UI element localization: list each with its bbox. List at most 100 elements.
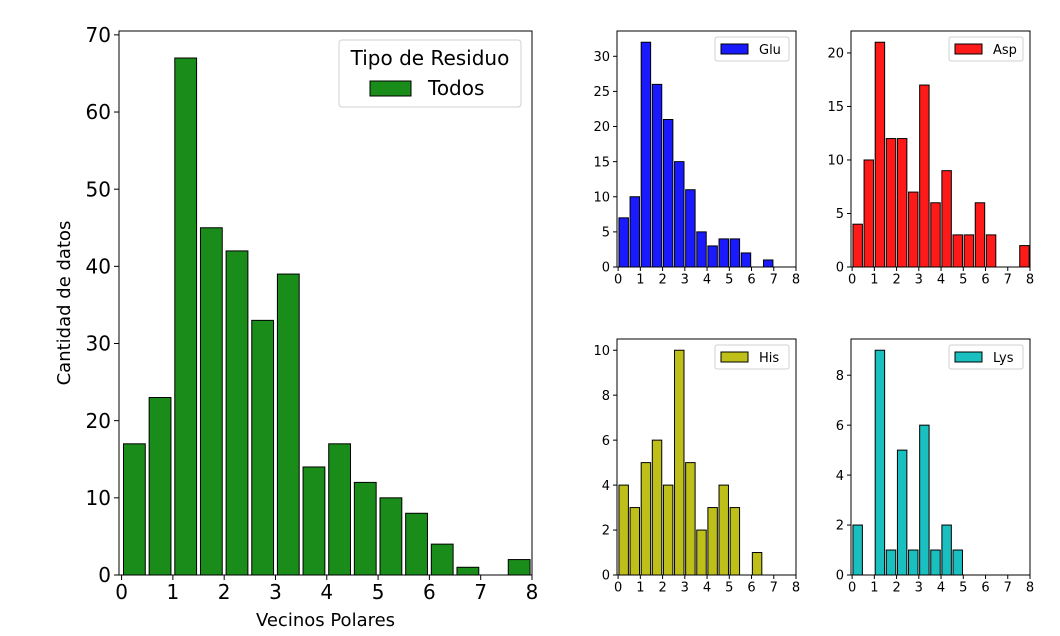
- x-tick-label-main-0: 0: [115, 580, 128, 604]
- y-tick-label-lys-1: 2: [836, 519, 844, 534]
- y-tick-label-glu-4: 20: [593, 120, 610, 135]
- x-tick-label-his-6: 6: [747, 580, 755, 595]
- bar-lys-9: [952, 549, 963, 576]
- bar-glu-9: [718, 238, 729, 268]
- y-tick-label-glu-6: 30: [593, 50, 610, 65]
- y-tick-label-lys-3: 6: [836, 419, 844, 434]
- x-tick-label-glu-0: 0: [614, 272, 622, 287]
- legend-swatch-main: [369, 80, 412, 97]
- bar-asp-1: [863, 159, 875, 268]
- y-tick-label-main-6: 60: [86, 100, 111, 124]
- bar-main-7: [302, 466, 326, 576]
- x-tick-label-his-1: 1: [636, 580, 644, 595]
- bar-lys-6: [919, 424, 930, 576]
- legend-box-his: [714, 344, 790, 370]
- bar-asp-10: [963, 234, 975, 268]
- bar-glu-5: [674, 161, 685, 268]
- axes-frame-lys: [850, 338, 1031, 576]
- bar-glu-0: [618, 217, 629, 268]
- legend-label-main: Todos: [427, 76, 484, 100]
- bar-main-9: [353, 481, 377, 576]
- y-tick-label-main-3: 30: [86, 332, 111, 356]
- x-tick-label-glu-7: 7: [770, 272, 778, 287]
- x-tick-label-lys-8: 8: [1026, 580, 1034, 595]
- x-tick-label-glu-3: 3: [681, 272, 689, 287]
- bar-his-3: [651, 439, 663, 576]
- bar-his-6: [685, 462, 696, 576]
- bar-main-10: [379, 497, 403, 576]
- x-axis-label-main: Vecinos Polares: [256, 610, 395, 631]
- bar-main-2: [174, 57, 198, 576]
- y-tick-label-lys-0: 0: [836, 569, 844, 584]
- bar-asp-9: [952, 234, 963, 268]
- y-tick-label-glu-0: 0: [602, 261, 610, 276]
- bar-asp-15: [1019, 245, 1030, 268]
- axes-frame-asp: [850, 30, 1031, 268]
- x-tick-label-glu-8: 8: [792, 272, 800, 287]
- bar-asp-5: [908, 191, 919, 268]
- legend-main: Tipo de Residuo Todos: [338, 39, 522, 108]
- legend-label-his: His: [759, 351, 779, 366]
- x-tick-label-asp-6: 6: [981, 272, 989, 287]
- y-tick-label-main-0: 0: [98, 563, 111, 587]
- y-tick-label-main-5: 50: [86, 177, 111, 201]
- y-tick-label-his-3: 6: [602, 434, 610, 449]
- y-tick-label-glu-2: 10: [593, 190, 610, 205]
- x-tick-label-asp-5: 5: [959, 272, 967, 287]
- x-tick-label-lys-7: 7: [1004, 580, 1012, 595]
- x-tick-label-main-4: 4: [320, 580, 333, 604]
- y-tick-label-asp-1: 5: [836, 207, 844, 222]
- y-axis-label-main: Cantidad de datos: [54, 221, 75, 386]
- bar-lys-8: [941, 524, 952, 576]
- bar-lys-7: [930, 549, 941, 576]
- x-tick-label-main-1: 1: [167, 580, 180, 604]
- x-tick-label-lys-5: 5: [959, 580, 967, 595]
- bar-his-8: [707, 507, 718, 576]
- bar-his-2: [640, 462, 652, 576]
- y-tick-label-asp-2: 10: [827, 154, 844, 169]
- bar-his-4: [662, 484, 674, 576]
- bar-asp-3: [885, 138, 897, 268]
- bar-asp-6: [919, 84, 930, 268]
- x-tick-label-his-3: 3: [681, 580, 689, 595]
- y-tick-label-asp-0: 0: [836, 261, 844, 276]
- x-tick-label-asp-1: 1: [870, 272, 878, 287]
- y-tick-label-lys-4: 8: [836, 369, 844, 384]
- bar-his-0: [618, 484, 629, 576]
- legend-box-asp: [948, 36, 1024, 62]
- bar-glu-2: [640, 41, 652, 268]
- x-tick-label-his-8: 8: [792, 580, 800, 595]
- x-tick-label-his-7: 7: [770, 580, 778, 595]
- x-tick-label-lys-6: 6: [981, 580, 989, 595]
- x-tick-label-his-2: 2: [658, 580, 666, 595]
- legend-label-asp: Asp: [993, 43, 1017, 58]
- x-tick-label-asp-2: 2: [892, 272, 900, 287]
- legend-swatch-lys: [954, 351, 983, 363]
- bar-asp-7: [930, 202, 941, 268]
- y-tick-label-glu-3: 15: [593, 155, 610, 170]
- x-tick-label-lys-3: 3: [915, 580, 923, 595]
- bar-asp-12: [985, 234, 997, 268]
- bar-main-5: [251, 319, 275, 576]
- y-tick-label-glu-5: 25: [593, 85, 610, 100]
- bar-his-10: [729, 507, 741, 576]
- bar-glu-6: [685, 189, 696, 268]
- x-tick-label-asp-7: 7: [1004, 272, 1012, 287]
- bar-his-5: [674, 349, 685, 576]
- bar-main-11: [405, 512, 428, 576]
- bar-his-7: [696, 529, 707, 576]
- bar-glu-3: [651, 83, 663, 268]
- bar-lys-4: [896, 449, 908, 576]
- bar-glu-8: [707, 245, 718, 268]
- y-tick-label-his-5: 10: [593, 344, 610, 359]
- x-tick-label-asp-4: 4: [937, 272, 945, 287]
- bar-asp-4: [896, 138, 908, 268]
- y-tick-label-glu-1: 5: [602, 226, 610, 241]
- legend-glu: Glu: [714, 36, 790, 62]
- bar-his-12: [751, 552, 763, 576]
- legend-box-lys: [948, 344, 1024, 370]
- bar-main-3: [199, 227, 223, 576]
